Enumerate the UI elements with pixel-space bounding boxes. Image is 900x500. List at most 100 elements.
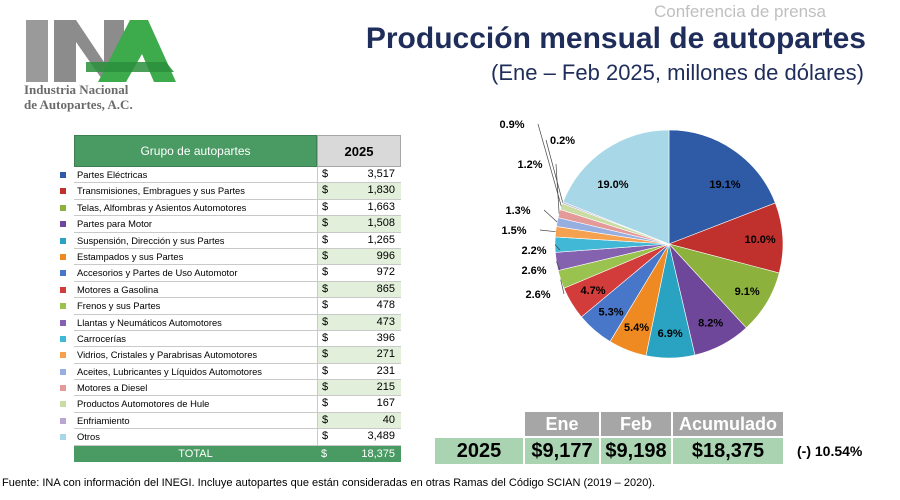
table-row: Otros $3,489 <box>60 429 401 446</box>
total-currency: $ <box>321 447 328 460</box>
legend-swatch <box>60 204 66 211</box>
legend-swatch <box>60 401 66 408</box>
legend-swatch <box>60 253 66 260</box>
row-value: 1,830 <box>335 183 401 199</box>
row-value: 271 <box>335 347 401 363</box>
header-year: 2025 <box>317 135 401 167</box>
annual-change: (-) 10.54% <box>797 443 863 459</box>
row-name: Estampados y sus Partes <box>77 250 184 262</box>
table-row: Partes para Motor $1,508 <box>60 216 401 233</box>
legend-swatch <box>60 368 66 375</box>
row-name: Vidrios, Cristales y Parabrisas Automoto… <box>77 349 258 361</box>
slice-label: 8.2% <box>698 318 723 330</box>
row-value: 865 <box>335 281 401 298</box>
summary-value-feb: $9,198 <box>601 438 671 464</box>
legend-swatch <box>60 385 66 392</box>
legend-swatch <box>60 188 66 195</box>
slice-label: 2.6% <box>525 289 550 301</box>
row-name: Telas, Alfombras y Asientos Automotores <box>77 201 247 213</box>
table-row: Frenos y sus Partes $478 <box>60 298 401 315</box>
logo-text: Industria Nacional de Autopartes, A.C. <box>24 82 133 112</box>
row-currency: $ <box>317 412 335 429</box>
leader-line <box>543 209 558 223</box>
row-value: 231 <box>376 364 395 377</box>
row-name: Transmisiones, Embragues y sus Partes <box>77 185 245 197</box>
table-row: Productos Automotores de Hule $167 <box>60 396 401 413</box>
row-value: 1,265 <box>367 233 395 246</box>
row-currency: $ <box>317 429 335 445</box>
leader-line <box>545 139 564 203</box>
table-row: Suspensión, Dirección y sus Partes $1,265 <box>60 232 401 249</box>
pie-slice <box>562 129 670 245</box>
row-name: Motores a Diesel <box>77 382 148 394</box>
row-name: Motores a Gasolina <box>77 283 159 295</box>
pie-chart: 19.1% 10.0% 9.1% 8.2% 6.9% 5.4%5.3% 4.7% 2.6% 2.… <box>499 119 784 359</box>
slice-label: 19.0% <box>597 179 628 191</box>
leader-line <box>556 261 561 271</box>
row-currency: $ <box>317 216 335 232</box>
slice-label: 1.5% <box>501 225 526 237</box>
row-value: 1,663 <box>367 200 395 213</box>
summary-header-acumulado: Acumulado <box>673 412 783 436</box>
leader-line <box>560 279 565 295</box>
row-value: 3,517 <box>367 168 395 180</box>
row-value: 3,489 <box>367 430 395 443</box>
summary-header-feb: Feb <box>601 412 671 436</box>
row-name: Productos Automotores de Hule <box>77 398 210 410</box>
slice-label: 4.7% <box>580 285 605 297</box>
table-row: Motores a Diesel $215 <box>60 380 401 397</box>
row-name: Llantas y Neumáticos Automotores <box>77 316 222 328</box>
legend-swatch <box>60 286 66 293</box>
row-name: Aceites, Lubricantes y Líquidos Automoto… <box>77 365 262 377</box>
row-currency: $ <box>317 183 335 199</box>
row-name: Frenos y sus Partes <box>77 300 161 312</box>
legend-swatch <box>60 335 66 342</box>
row-currency: $ <box>317 281 335 298</box>
row-value: 478 <box>376 299 395 312</box>
leader-line <box>555 163 560 214</box>
table-row: Telas, Alfombras y Asientos Automotores $… <box>60 199 401 217</box>
legend-swatch <box>60 417 66 424</box>
legend-swatch <box>60 352 66 359</box>
summary-year-label: 2025 <box>435 438 523 464</box>
row-currency: $ <box>317 167 335 183</box>
row-name: Carrocerías <box>77 332 126 344</box>
slice-label: 19.1% <box>709 179 740 191</box>
pie-slice <box>668 129 776 245</box>
summary-value-acumulado: $18,375 <box>673 438 783 464</box>
slice-label: 1.3% <box>505 205 530 217</box>
table-row: Partes Eléctricas $3,517 <box>60 167 401 184</box>
ina-logo <box>26 20 176 82</box>
summary-value-ene: $9,177 <box>525 438 599 464</box>
logo-line-1: Industria Nacional <box>24 82 129 97</box>
row-currency: $ <box>317 199 335 216</box>
total-label: TOTAL <box>178 447 213 460</box>
leader-line <box>554 244 561 251</box>
slice-label: 0.9% <box>499 119 524 131</box>
page-subtitle: (Ene – Feb 2025, millones de dólares) <box>491 60 864 85</box>
table-row: Carrocerías $396 <box>60 330 401 348</box>
row-currency: $ <box>317 330 335 347</box>
row-name: Accesorios y Partes de Uso Automotor <box>77 267 238 279</box>
row-value: 1,508 <box>335 216 401 232</box>
row-currency: $ <box>317 363 335 380</box>
row-currency: $ <box>317 347 335 363</box>
row-value: 215 <box>335 380 401 396</box>
table-row: Motores a Gasolina $865 <box>60 281 401 299</box>
row-currency: $ <box>317 396 335 412</box>
legend-swatch <box>60 319 66 326</box>
slice-label: 5.4% <box>624 322 649 334</box>
leader-line <box>539 229 556 233</box>
row-value: 167 <box>376 397 395 410</box>
table-row: Estampados y sus Partes $996 <box>60 248 401 266</box>
table-row: Aceites, Lubricantes y Líquidos Automoto… <box>60 363 401 381</box>
kicker-text: Conferencia de prensa <box>653 2 826 21</box>
row-name: Partes Eléctricas <box>77 169 148 180</box>
row-name: Suspensión, Dirección y sus Partes <box>77 234 225 246</box>
slice-label: 2.6% <box>521 265 546 277</box>
table-row: Llantas y Neumáticos Automotores $473 <box>60 314 401 331</box>
table-row: Accesorios y Partes de Uso Automotor $972 <box>60 265 401 282</box>
row-name: Partes para Motor <box>77 218 153 230</box>
autoparts-table: Grupo de autopartes 2025 Partes Eléctric… <box>60 135 401 462</box>
legend-swatch <box>60 172 66 178</box>
